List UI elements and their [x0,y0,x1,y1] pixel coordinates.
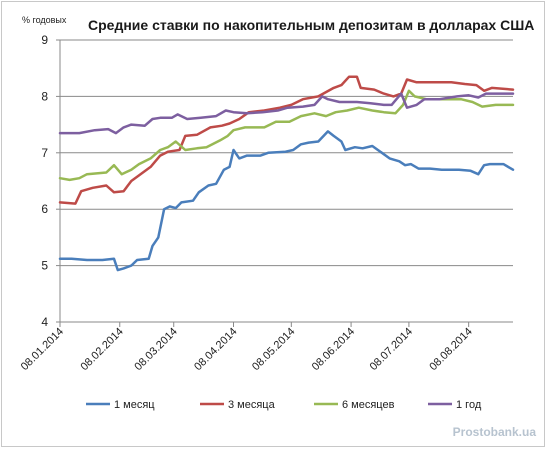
gridlines [60,39,513,267]
x-tick-label: 08.01.2014 [19,326,66,373]
x-tick-label: 08.04.2014 [192,326,239,373]
x-tick-label: 08.08.2014 [427,326,474,373]
x-tick-label: 08.07.2014 [368,326,415,373]
y-tick-label: 5 [41,259,48,273]
y-tick-label: 4 [41,315,48,329]
y-tick-label: 8 [41,89,48,103]
legend-label-1-month: 1 месяц [114,399,155,411]
x-tick-labels: 08.01.2014 08.02.2014 08.03.2014 08.04.2014… [19,326,475,373]
watermark: Prostobank.ua [453,425,537,439]
series-line-1-year [58,92,515,135]
y-tick-label: 9 [41,33,48,47]
series-line-6-months [58,89,515,182]
y-tick-label: 6 [41,202,48,216]
x-tick-label: 08.02.2014 [78,326,125,373]
axes [56,39,513,327]
x-tick-label: 08.05.2014 [250,326,297,373]
legend-label-3-months: 3 месяца [228,399,276,411]
y-tick-labels: 4 5 6 7 8 9 [41,33,48,329]
series-line-3-months [58,75,515,205]
series-lines [58,75,515,272]
x-tick-label: 08.06.2014 [310,326,357,373]
legend: 1 месяц 3 месяца 6 месяцев 1 год [86,399,482,411]
x-tick-label: 08.03.2014 [132,326,179,373]
chart-title: Средние ставки по накопительным депозита… [88,17,534,33]
legend-label-6-months: 6 месяцев [342,399,395,411]
y-tick-label: 7 [41,146,48,160]
series-line-1-month [58,130,515,272]
legend-label-1-year: 1 год [456,399,482,411]
unit-label: % годовых [22,15,67,25]
